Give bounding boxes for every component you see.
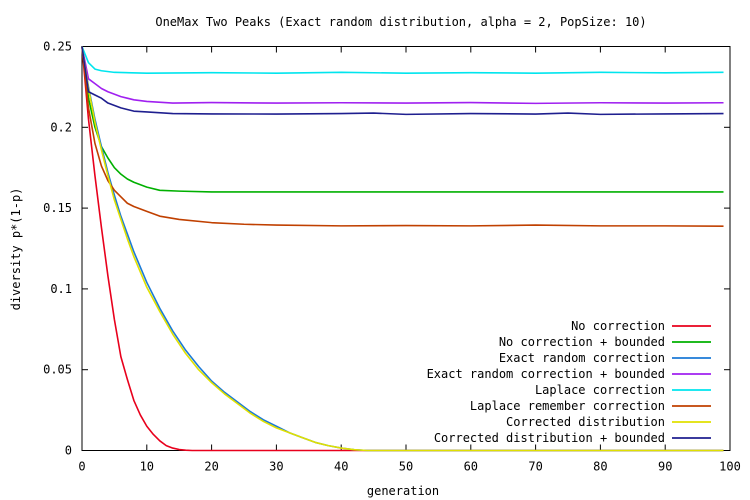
legend-label: No correction	[571, 319, 665, 333]
series-line-5	[81, 46, 724, 74]
legend: No correction No correction + bounded Exac…	[427, 319, 711, 445]
legend-label: Laplace remember correction	[470, 399, 665, 413]
x-tick-label: 100	[719, 460, 741, 474]
x-tick-label: 60	[464, 460, 478, 474]
y-axis-ticks: 0 0.05 0.1 0.15 0.2 0.25	[43, 40, 730, 458]
y-tick-label: 0.2	[50, 120, 72, 134]
x-tick-label: 90	[658, 460, 672, 474]
y-tick-label: 0.1	[50, 282, 72, 296]
series-line-8	[81, 46, 724, 116]
x-tick-label: 50	[399, 460, 413, 474]
legend-label: Laplace correction	[535, 383, 665, 397]
x-tick-label: 20	[204, 460, 218, 474]
x-tick-label: 80	[593, 460, 607, 474]
x-tick-label: 40	[334, 460, 348, 474]
legend-label: Corrected distribution	[506, 415, 665, 429]
y-axis-label: diversity p*(1-p)	[9, 188, 23, 311]
y-tick-label: 0	[65, 444, 72, 458]
legend-label: Exact random correction + bounded	[427, 367, 665, 381]
x-tick-label: 0	[78, 460, 85, 474]
series-line-1	[81, 46, 724, 452]
y-tick-label: 0.25	[43, 40, 72, 54]
series-lines	[81, 46, 724, 452]
x-tick-label: 30	[269, 460, 283, 474]
legend-label: No correction + bounded	[499, 335, 665, 349]
legend-label: Corrected distribution + bounded	[434, 431, 665, 445]
x-tick-label: 10	[140, 460, 154, 474]
series-line-4	[81, 46, 724, 105]
series-line-2	[81, 46, 724, 193]
series-line-7	[81, 46, 724, 452]
x-axis-label: generation	[367, 484, 439, 498]
x-axis-ticks: 0 10 20 30 40 50 60 70 80 90 100	[78, 46, 741, 474]
y-tick-label: 0.05	[43, 363, 72, 377]
series-line-6	[81, 46, 724, 227]
legend-label: Exact random correction	[499, 351, 665, 365]
y-tick-label: 0.15	[43, 201, 72, 215]
x-tick-label: 70	[528, 460, 542, 474]
chart-title: OneMax Two Peaks (Exact random distribut…	[155, 15, 646, 29]
